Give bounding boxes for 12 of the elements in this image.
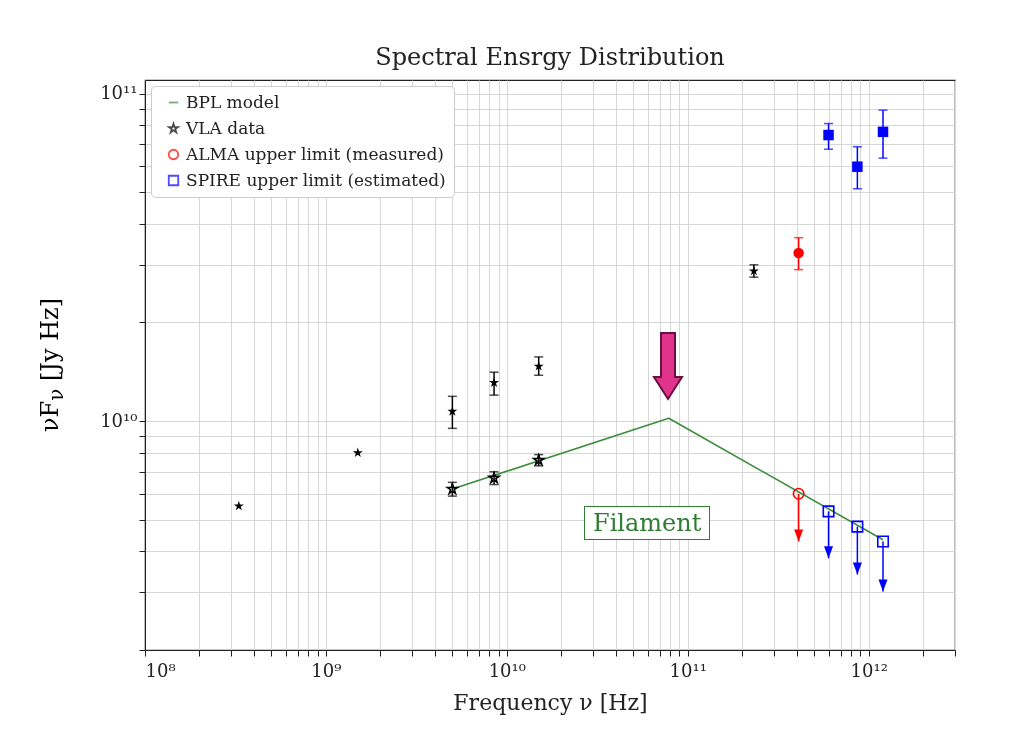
annotation: Filament	[584, 506, 711, 540]
x-tick-label: 10¹⁰	[488, 659, 527, 681]
x-tick-label: 10¹¹	[669, 659, 707, 681]
legend-label: VLA data	[185, 117, 266, 138]
legend-label: SPIRE upper limit (estimated)	[186, 169, 446, 190]
x-tick-label: 10⁹	[311, 659, 342, 681]
x-axis-title: Frequency ν [Hz]	[453, 689, 648, 715]
x-tick-label: 10¹²	[850, 659, 888, 681]
x-tick-label: 10⁸	[145, 659, 176, 681]
chart-title: Spectral Ensrgy Distribution	[375, 43, 725, 71]
legend-label: ALMA upper limit (measured)	[185, 143, 444, 164]
legend-label: BPL model	[186, 91, 280, 112]
